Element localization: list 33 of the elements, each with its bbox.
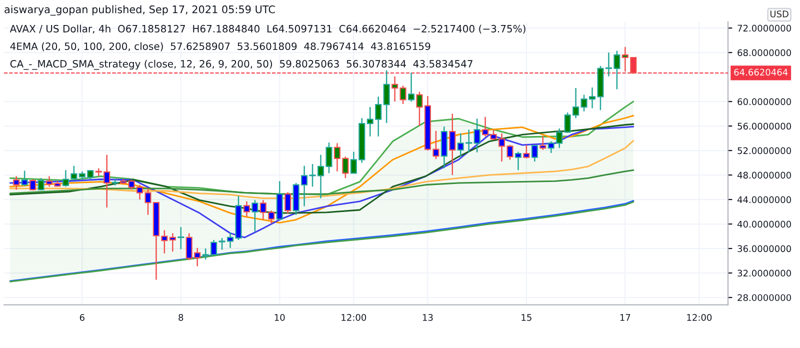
x-tick-label: 10 — [274, 314, 285, 321]
x-tick-label: 12:00 — [342, 314, 366, 321]
y-tick-label: 48.0000000 — [737, 172, 791, 179]
annotation: CA_-_MACD_SMA_strategy (close, 12, 26, 9, 200, 50) 59.8025063 56.3078344 43.5834547 — [10, 60, 472, 70]
x-tick-label: 13 — [422, 314, 433, 321]
x-tick-label: 6 — [80, 314, 84, 321]
y-tick-label: 28.0000000 — [738, 294, 791, 302]
x-tick-label: 12:00 — [687, 314, 712, 321]
ref-line-label: 64.6620464 — [734, 68, 788, 76]
line-series — [9, 126, 634, 238]
y-tick-label: 68.0000000 — [738, 49, 791, 56]
candlestick — [13, 176, 20, 190]
annotation: 4EMA (20, 50, 100, 200, close) 57.6258907 53.5601809 48.7967414 43.8165159 — [10, 42, 430, 52]
x-tick-label: 17 — [620, 314, 630, 321]
x-tick-label: 15 — [522, 314, 532, 321]
y-tick-label: 60.0000000 — [738, 98, 791, 106]
candlestick — [38, 177, 44, 191]
y-tick-label: 36.0000000 — [738, 245, 791, 252]
line-series — [9, 169, 634, 195]
line-series — [9, 140, 634, 200]
y-tick-label: 32.0000000 — [738, 270, 791, 277]
candlestick — [169, 232, 176, 252]
annotation: AVAX / US Dollar, 4h O67.1858127 H67.1884840 L64.5097131 C64.6620464 −2.5217400 (−3.75%) — [10, 24, 526, 34]
text: aiswarya_gopan published, Sep 17, 2021 05:59 UTC — [4, 5, 275, 16]
y-tick-label: 56.0000000 — [738, 122, 791, 130]
y-tick-label: 52.0000000 — [738, 147, 791, 154]
y-tick-label: 44.0000000 — [737, 196, 791, 204]
candlestick — [178, 226, 184, 250]
line-series — [9, 114, 634, 224]
y-tick-label: 72.0000000 — [738, 24, 791, 32]
x-tick-label: 8 — [178, 314, 184, 321]
y-axis-title: USD — [770, 10, 788, 18]
y-tick-label: 40.0000000 — [737, 220, 791, 228]
